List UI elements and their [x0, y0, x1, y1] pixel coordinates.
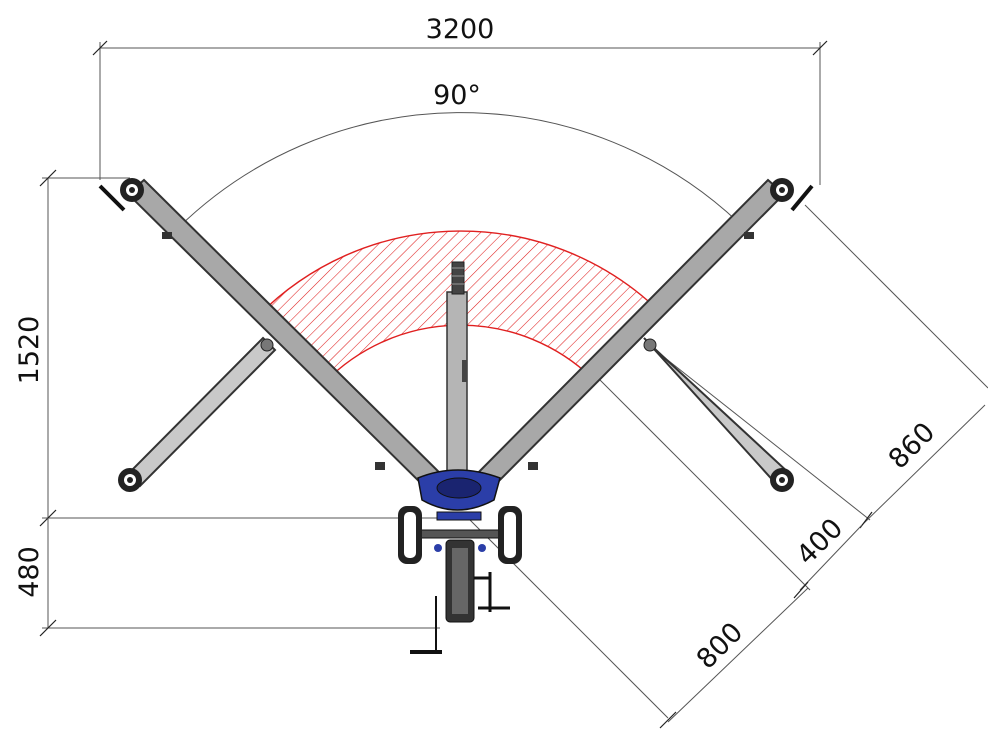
caster-wheel-icon [98, 178, 144, 212]
dimension-860 [654, 204, 988, 529]
caster-wheel-icon [770, 468, 794, 492]
dimension-label-400: 400 [791, 513, 849, 571]
dimension-400 [597, 377, 863, 599]
dimension-label-3200: 3200 [426, 14, 495, 45]
rear-wheel-right [498, 506, 522, 564]
dimension-480 [39, 518, 440, 637]
dimension-label-1520: 1520 [14, 316, 45, 385]
dimension-label-860: 860 [883, 417, 941, 475]
dimension-label-480: 480 [14, 546, 45, 598]
hand-crank-icon [410, 539, 510, 654]
caster-wheel-icon [770, 178, 814, 212]
dimension-label-angle: 90° [433, 80, 481, 111]
dimension-1520 [39, 169, 460, 527]
rear-wheel-left [398, 506, 422, 564]
caster-wheel-icon [118, 468, 142, 492]
right-support-leg [643, 337, 792, 488]
dimension-label-800: 800 [691, 617, 749, 675]
left-support-leg [126, 336, 277, 488]
dimension-angle-arc [177, 112, 739, 229]
left-arm [126, 178, 457, 504]
right-arm [461, 178, 786, 504]
central-mast [446, 261, 468, 508]
dimension-3200 [92, 40, 828, 185]
